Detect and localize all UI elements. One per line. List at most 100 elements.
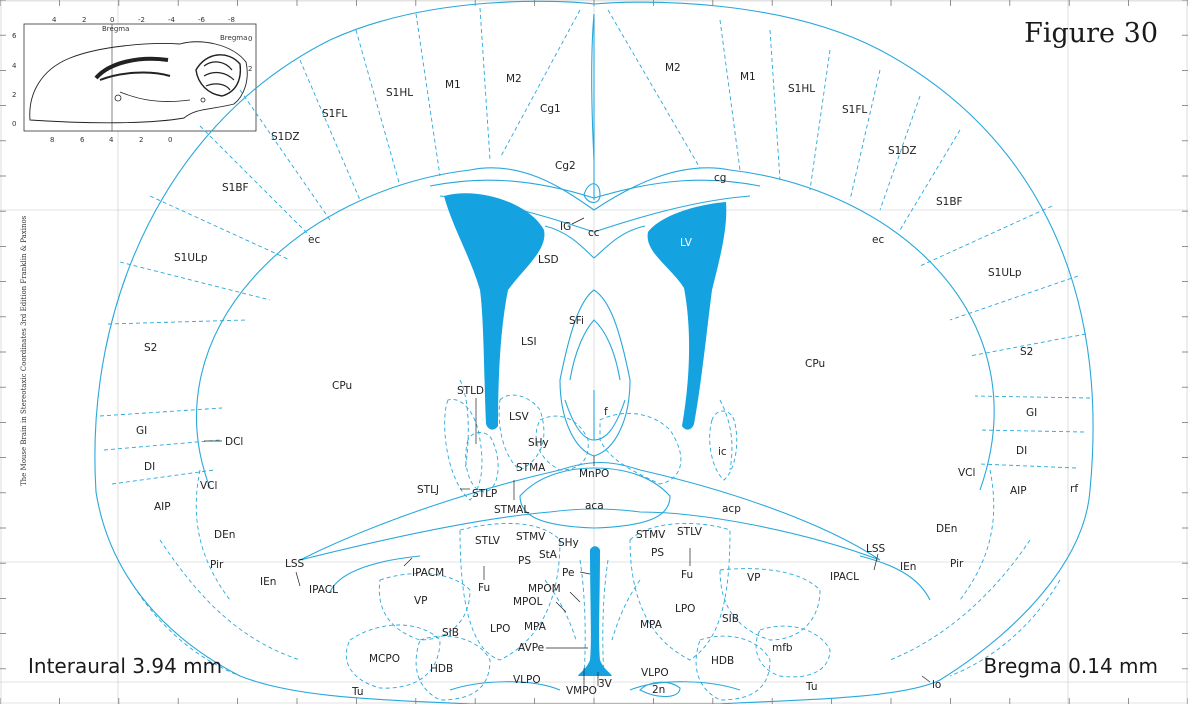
region-label: VP — [747, 572, 761, 584]
region-label: DEn — [936, 523, 957, 535]
brain-outline — [94, 0, 1094, 704]
region-label: aca — [585, 500, 604, 512]
region-label: S1DZ — [271, 131, 300, 143]
inset-right-tick: 0 — [248, 35, 252, 43]
region-label: MnPO — [579, 468, 609, 480]
region-label: HDB — [430, 663, 453, 675]
region-label: IPACM — [412, 567, 444, 579]
region-label: AIP — [1010, 485, 1027, 497]
region-label: cg — [714, 172, 726, 184]
region-label: STMAL — [494, 504, 529, 516]
sagittal-inset: 4 2 0 -2 -4 -6 -8 Bregma Bregma 6 4 2 0 … — [12, 16, 257, 144]
inset-left-tick: 2 — [12, 91, 16, 99]
region-label: mfb — [772, 642, 793, 654]
region-label: VLPO — [513, 674, 541, 686]
region-label: M1 — [445, 79, 461, 91]
inset-top-tick: -2 — [138, 16, 145, 24]
region-label: M1 — [740, 71, 756, 83]
region-label: StA — [539, 549, 558, 561]
inset-top-tick: -8 — [228, 16, 235, 24]
region-label: STLV — [677, 526, 703, 538]
region-label: AVPe — [518, 642, 544, 654]
region-label: Pe — [562, 567, 574, 579]
region-label: S1BF — [936, 196, 963, 208]
region-label: S2 — [144, 342, 157, 354]
region-label: DI — [144, 461, 155, 473]
region-label: S1HL — [788, 83, 815, 95]
region-label: PS — [651, 547, 664, 559]
region-label: MCPO — [369, 653, 400, 665]
inset-bottom-tick: 6 — [80, 136, 85, 144]
region-label: LV — [680, 237, 693, 249]
region-label: S1BF — [222, 182, 249, 194]
inset-left-tick: 4 — [12, 62, 17, 70]
region-label: ic — [718, 446, 727, 458]
region-label: Cg1 — [540, 103, 561, 115]
inset-bregma-label: Bregma — [220, 34, 247, 42]
region-label: LSS — [285, 558, 305, 570]
region-label: VCl — [958, 467, 975, 479]
region-label: GI — [1026, 407, 1037, 419]
region-label: STLD — [457, 385, 484, 397]
inset-top-tick: 0 — [110, 16, 114, 24]
figure-number: 30 — [1123, 18, 1158, 49]
interaural-coordinate: Interaural 3.94 mm — [28, 654, 223, 678]
inset-right-tick: 2 — [248, 65, 252, 73]
region-label: CPu — [332, 380, 352, 392]
region-label: Pir — [210, 559, 224, 571]
region-label: LPO — [490, 623, 510, 635]
region-label: f — [604, 406, 608, 418]
region-label: S1HL — [386, 87, 413, 99]
region-label: MPA — [524, 621, 547, 633]
region-label: MPA — [640, 619, 663, 631]
region-label: SIB — [722, 613, 739, 625]
bregma-coordinate: Bregma 0.14 mm — [983, 654, 1158, 678]
region-label: DI — [1016, 445, 1027, 457]
region-label: SHy — [558, 537, 579, 549]
region-label: IPACL — [830, 571, 859, 583]
region-label: GI — [136, 425, 147, 437]
region-label: MPOM — [528, 583, 561, 595]
region-label: LSS — [866, 543, 886, 555]
inset-bottom-tick: 0 — [168, 136, 172, 144]
region-label: LSI — [521, 336, 537, 348]
credit-text: The Mouse Brain in Stereotaxic Coordinat… — [20, 215, 28, 486]
region-label: VMPO — [566, 685, 597, 697]
ventricles — [444, 193, 727, 676]
region-label: ec — [872, 234, 884, 246]
region-label: lo — [932, 679, 941, 691]
region-boundaries — [99, 7, 1091, 701]
region-label: LSV — [509, 411, 530, 423]
region-label: IG — [560, 221, 571, 233]
inset-bottom-tick: 4 — [109, 136, 114, 144]
inset-top-tick: -6 — [198, 16, 206, 24]
region-label: STLP — [472, 488, 497, 500]
region-label: SHy — [528, 437, 549, 449]
region-label: 3V — [598, 678, 613, 690]
region-label: IPACL — [309, 584, 338, 596]
region-label: VP — [414, 595, 428, 607]
region-label: Cg2 — [555, 160, 576, 172]
region-label: AIP — [154, 501, 171, 513]
region-label: STLV — [475, 535, 501, 547]
region-label: MPOL — [513, 596, 543, 608]
region-label: 2n — [652, 684, 665, 696]
region-label: ec — [308, 234, 320, 246]
region-label: VLPO — [641, 667, 669, 679]
region-label: DEn — [214, 529, 235, 541]
region-label: LPO — [675, 603, 695, 615]
inset-top-tick: -4 — [168, 16, 176, 24]
side-credit: The Mouse Brain in Stereotaxic Coordinat… — [16, 216, 36, 486]
region-label: LSD — [538, 254, 559, 266]
lateral-ventricle-left — [444, 193, 545, 430]
region-label: STMV — [636, 529, 666, 541]
leader-lines — [204, 217, 931, 686]
region-label: VCl — [200, 480, 217, 492]
region-label: DCl — [225, 436, 243, 448]
region-label: M2 — [506, 73, 522, 85]
region-label: STMA — [516, 462, 546, 474]
region-label: Tu — [351, 686, 363, 698]
region-label: PS — [518, 555, 531, 567]
